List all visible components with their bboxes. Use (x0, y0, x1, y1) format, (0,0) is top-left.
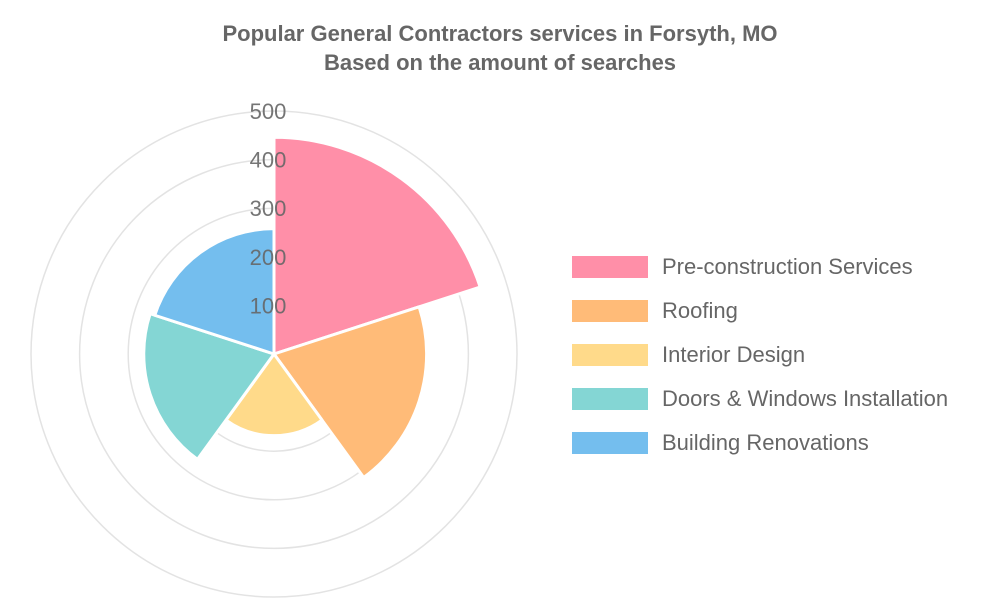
radial-tick-label: 400 (250, 148, 287, 173)
legend-swatch (572, 432, 648, 454)
legend-item-doors-windows[interactable]: Doors & Windows Installation (572, 377, 948, 421)
chart-legend: Pre-construction Services Roofing Interi… (572, 245, 948, 465)
grid-circle (30, 110, 518, 598)
sector-pre-construction-services[interactable] (272, 135, 482, 356)
sector-interior-design[interactable] (224, 352, 324, 438)
sector-building-renovations[interactable] (153, 227, 276, 356)
radial-grid (30, 110, 518, 598)
legend-label: Pre-construction Services (662, 254, 913, 279)
legend-swatch (572, 300, 648, 322)
radial-tick-label: 500 (250, 99, 287, 124)
legend-item-pre-construction[interactable]: Pre-construction Services (572, 245, 948, 289)
sector-roofing[interactable] (272, 305, 429, 479)
chart-title: Popular General Contractors services in … (0, 19, 1000, 77)
legend-swatch (572, 344, 648, 366)
legend-label: Doors & Windows Installation (662, 386, 949, 411)
legend-swatch (572, 256, 648, 278)
sector-doors-windows-installation[interactable] (142, 312, 276, 461)
legend-label: Interior Design (662, 342, 806, 367)
legend-swatch (572, 388, 648, 410)
legend-item-building-renovations[interactable]: Building Renovations (572, 421, 948, 465)
legend-item-interior-design[interactable]: Interior Design (572, 333, 948, 377)
radial-tick-label: 300 (250, 196, 287, 221)
chart-title-line1: Popular General Contractors services in … (222, 21, 778, 46)
radial-tick-labels: 100 200 300 400 500 (250, 99, 287, 318)
chart-subtitle: Based on the amount of searches (323, 50, 677, 75)
legend-item-roofing[interactable]: Roofing (572, 289, 948, 333)
legend-label: Roofing (662, 298, 738, 323)
legend-label: Building Renovations (662, 430, 869, 455)
radial-tick-label: 200 (250, 245, 287, 270)
chart-sectors (142, 135, 482, 479)
radial-tick-label: 100 (250, 293, 287, 318)
